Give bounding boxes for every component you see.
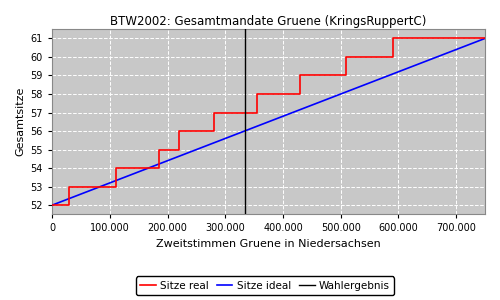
Title: BTW2002: Gesamtmandate Gruene (KringsRuppertC): BTW2002: Gesamtmandate Gruene (KringsRup… (110, 15, 426, 28)
Legend: Sitze real, Sitze ideal, Wahlergebnis: Sitze real, Sitze ideal, Wahlergebnis (136, 277, 394, 295)
X-axis label: Zweitstimmen Gruene in Niedersachsen: Zweitstimmen Gruene in Niedersachsen (156, 239, 381, 249)
Y-axis label: Gesamtsitze: Gesamtsitze (15, 87, 25, 157)
